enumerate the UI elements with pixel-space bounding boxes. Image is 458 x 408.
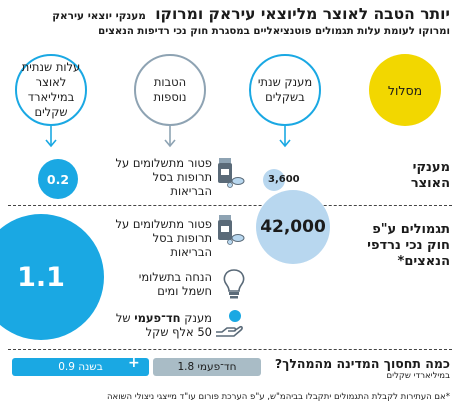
perk-utilities-discount: הנחה בתשלומי חשמל ומים (138, 270, 212, 298)
column-track-label: מסלול (387, 82, 423, 98)
row-nazi-victims-label: תגמולים ע"פ חוק נכי נרדפי הנאצים* (367, 222, 450, 269)
column-track-circle: מסלול (369, 54, 441, 126)
page-subtitle: ומרוקו לעומת עלות תגמולים פוטנציאליים במ… (98, 26, 450, 37)
medicine-icon (218, 158, 245, 188)
perk-grant-post: של 50 אלף שקל (115, 311, 212, 339)
cash-hand-icon (216, 310, 243, 337)
column-annual-grant-label: מענק שנתי בשקלים (257, 75, 313, 104)
column-annual-cost-circle: עלות שנתית לאוצר במיליארד שקלים (15, 54, 87, 126)
plus-sign: + (128, 355, 140, 371)
grant-value-treasury: 3,600 (268, 174, 300, 185)
column-extra-benefits-label: הטבות נוספות (153, 75, 187, 104)
savings-annual-bar: 0.9 בשנה (12, 358, 149, 376)
savings-one-time-bar: 1.8 חד־פעמי (153, 358, 261, 376)
savings-question: כמה תחסוך המדינה מהמהלך? (274, 356, 450, 371)
grant-value-dot (263, 169, 285, 191)
perk-medicine-exemption: פטור מתשלומים על תרופות בסל הבריאות (115, 217, 212, 259)
arrow-down-icon (45, 126, 57, 148)
footnote: *אם העתירות לקבלת התגמולים יתקבלו בביהמ"… (106, 392, 450, 402)
arrow-down-icon (164, 126, 176, 148)
grant-value-nazi-victims: 42,000 (256, 190, 330, 264)
perk-grant-bold: חד־פעמי (134, 311, 181, 325)
arrow-down-icon (279, 126, 291, 148)
cost-value-treasury: 0.2 (38, 159, 78, 199)
savings-unit: במיליארדי שקלים (386, 371, 450, 381)
lightbulb-icon (223, 269, 245, 299)
row-divider (8, 205, 452, 206)
row-treasury-grants-label: מענקי האוצר (410, 160, 450, 191)
column-annual-cost-label: עלות שנתית לאוצר במיליארד שקלים (21, 60, 81, 119)
perk-grant-pre: מענק (184, 311, 212, 325)
cost-value-nazi-victims: 1.1 (0, 214, 104, 340)
perk-medicine-exemption: פטור מתשלומים על תרופות בסל הבריאות (115, 156, 212, 198)
row-divider (8, 349, 452, 350)
column-annual-grant-circle: מענק שנתי בשקלים (249, 54, 321, 126)
perk-one-time-grant: מענק חד־פעמי של 50 אלף שקל (108, 311, 212, 339)
title-tag: מענקי יוצאי עיראק (52, 10, 146, 22)
title-text: יותר הטבה לאוצר מליוצאי עיראק ומרוקו (155, 5, 450, 23)
medicine-icon (218, 215, 245, 245)
column-extra-benefits-circle: הטבות נוספות (134, 54, 206, 126)
page-title: יותר הטבה לאוצר מליוצאי עיראק ומרוקו מענ… (4, 4, 450, 26)
